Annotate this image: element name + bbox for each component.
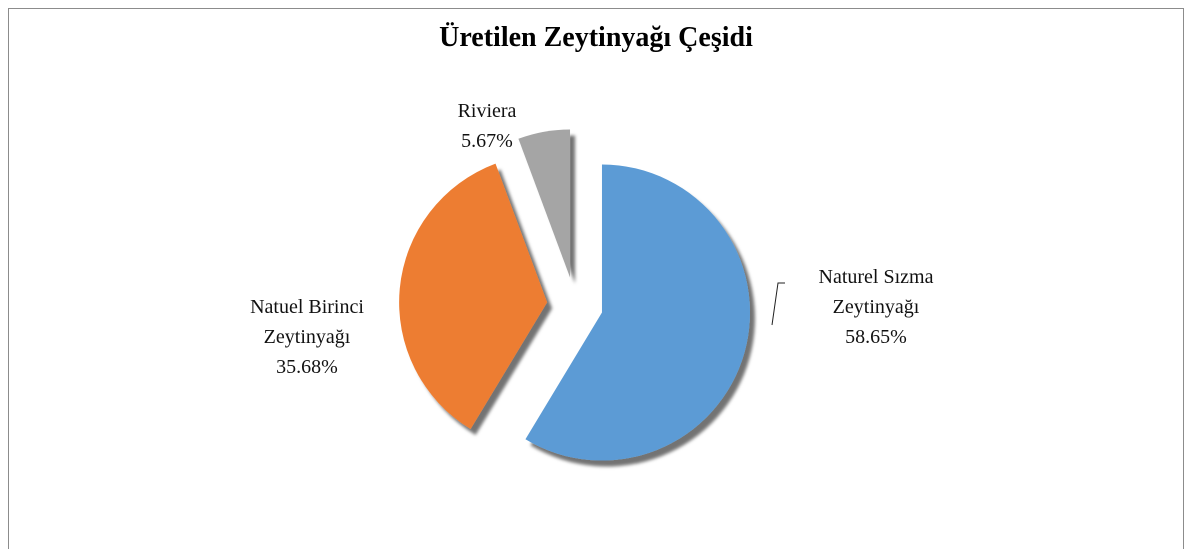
pie-slice bbox=[399, 163, 548, 430]
data-label: Natuel Birinci Zeytinyağı 35.68% bbox=[222, 292, 392, 382]
value-label: 58.65% bbox=[845, 326, 907, 348]
category-label: Natuel Birinci Zeytinyağı bbox=[250, 296, 364, 348]
pie-slice bbox=[518, 129, 571, 278]
leader-line bbox=[771, 282, 785, 326]
value-label: 35.68% bbox=[276, 356, 338, 378]
category-label: Riviera bbox=[457, 100, 517, 122]
data-label: Naturel Sızma Zeytinyağı 58.65% bbox=[801, 262, 951, 352]
chart-frame bbox=[8, 8, 1184, 549]
chart-title: Üretilen Zeytinyağı Çeşidi bbox=[439, 22, 753, 53]
data-label: Riviera 5.67% bbox=[437, 96, 537, 156]
category-label: Naturel Sızma Zeytinyağı bbox=[818, 266, 934, 318]
pie-slice bbox=[525, 164, 750, 461]
value-label: 5.67% bbox=[461, 130, 513, 152]
